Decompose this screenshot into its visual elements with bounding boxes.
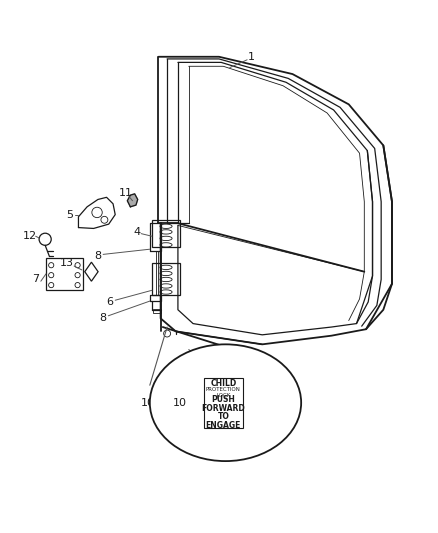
Text: 10: 10 — [173, 398, 187, 408]
Text: PROTECTION: PROTECTION — [206, 387, 241, 392]
Text: 9: 9 — [196, 352, 204, 362]
Text: 5: 5 — [66, 211, 73, 221]
Text: 4: 4 — [133, 227, 141, 237]
Text: ENGAGE: ENGAGE — [205, 421, 241, 430]
Text: 10: 10 — [141, 398, 155, 408]
Polygon shape — [127, 194, 138, 207]
Text: PUSH: PUSH — [212, 395, 235, 404]
Ellipse shape — [150, 344, 301, 461]
Bar — [46, 258, 83, 290]
Text: 11: 11 — [119, 188, 133, 198]
Bar — [153, 309, 161, 313]
Text: 8: 8 — [99, 312, 107, 322]
Text: 8: 8 — [94, 251, 102, 261]
Text: 7: 7 — [32, 274, 39, 285]
Text: FORWARD: FORWARD — [201, 404, 245, 413]
Bar — [152, 220, 180, 247]
Text: 12: 12 — [22, 231, 37, 241]
Text: TO: TO — [217, 413, 229, 422]
Text: LOCK: LOCK — [216, 393, 230, 398]
Bar — [152, 263, 180, 295]
Text: 6: 6 — [106, 297, 113, 307]
FancyBboxPatch shape — [204, 378, 243, 427]
Text: 1: 1 — [248, 52, 255, 62]
Text: 13: 13 — [60, 258, 74, 268]
Text: CHILD: CHILD — [210, 378, 237, 387]
